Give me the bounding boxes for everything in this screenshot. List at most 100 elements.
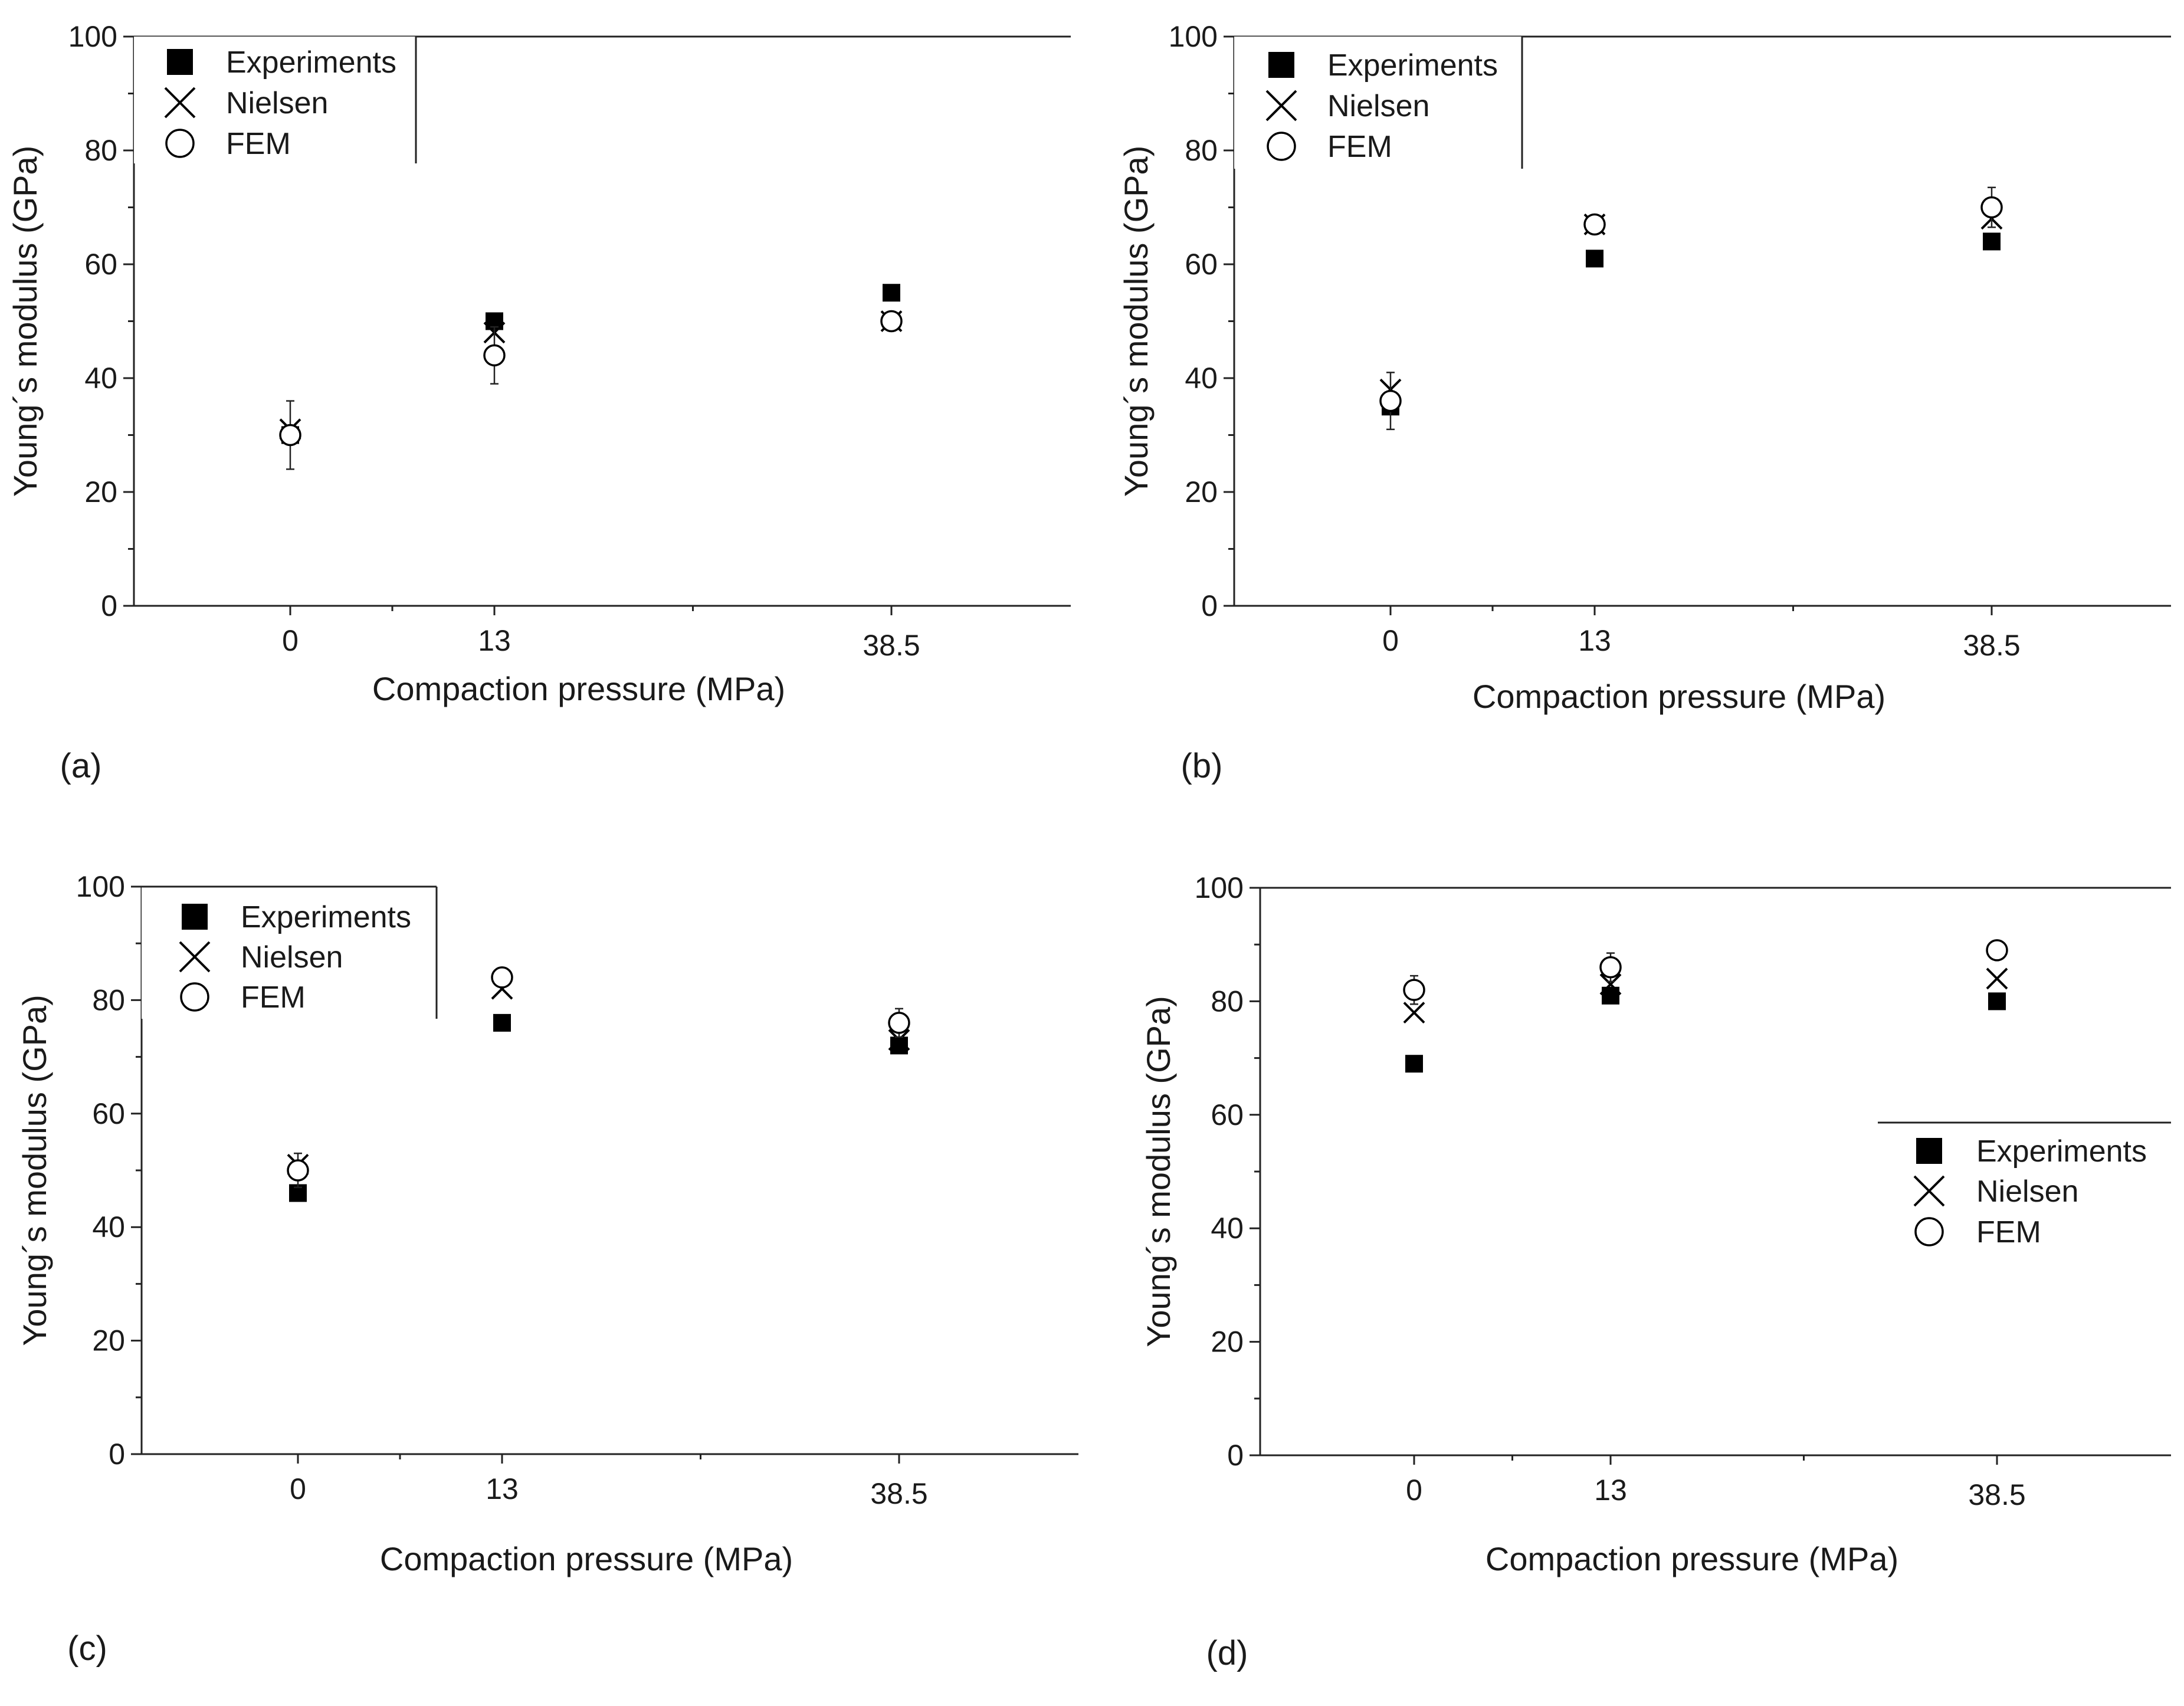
y-tick-label: 80	[1211, 985, 1244, 1018]
y-tick-label: 20	[84, 475, 117, 508]
legend-label: FEM	[1327, 130, 1392, 164]
fem-point	[1379, 389, 1402, 412]
legend-fem-icon	[1267, 132, 1296, 161]
legend: Experiments Nielsen FEM	[142, 885, 438, 1019]
experiments-point	[1586, 250, 1603, 268]
legend-label: FEM	[226, 127, 291, 161]
x-tick-label: 13	[478, 624, 511, 657]
legend-label: Nielsen	[1327, 89, 1429, 123]
chart-panel: 0 20 40 60 80 100 0 13 38.5 Compaction pressure (…	[16, 870, 1078, 1668]
chart-panel: 0 20 40 60 80 100 0 13 38.5 Compaction pressure (…	[1140, 871, 2171, 1672]
y-tick-label: 0	[109, 1438, 125, 1471]
legend-nielsen-icon	[164, 87, 196, 119]
y-tick-label: 80	[1185, 134, 1218, 167]
legend-label: Experiments	[1976, 1134, 2147, 1169]
y-axis-title: Young´s modulus (GPa)	[16, 995, 53, 1346]
x-tick-label: 38.5	[1968, 1478, 2025, 1511]
x-tick-label: 13	[486, 1472, 519, 1505]
y-tick-label: 100	[1169, 20, 1218, 53]
y-tick-label: 40	[1211, 1212, 1244, 1245]
nielsen-point	[1986, 967, 2008, 990]
x-axis-title: Compaction pressure (MPa)	[380, 1540, 793, 1577]
fem-point	[1986, 939, 2008, 962]
fem-point	[287, 1159, 309, 1182]
experiments-point	[1988, 992, 2006, 1011]
y-tick-label: 0	[1227, 1439, 1244, 1472]
legend-label: Nielsen	[226, 86, 328, 120]
y-tick-label: 20	[92, 1324, 125, 1357]
legend-fem-icon	[165, 129, 195, 158]
legend-label: FEM	[1976, 1215, 2041, 1249]
y-tick-label: 40	[1185, 362, 1218, 395]
x-tick-label: 0	[290, 1472, 306, 1505]
nielsen-point	[888, 1029, 910, 1051]
fem-point	[483, 344, 506, 367]
panel-label: (a)	[60, 747, 102, 785]
y-tick-label: 100	[1195, 871, 1244, 904]
x-tick-label: 38.5	[1963, 629, 2020, 662]
y-tick-label: 40	[84, 362, 117, 395]
legend-label: Experiments	[1327, 48, 1498, 83]
legend: Experiments Nielsen FEM	[1234, 37, 1523, 169]
legend-label: Nielsen	[241, 940, 343, 975]
legend-nielsen-icon	[1265, 90, 1297, 122]
y-tick-label: 40	[92, 1210, 125, 1244]
fem-point	[880, 310, 903, 333]
y-tick-label: 80	[84, 134, 117, 167]
legend-experiments-icon	[182, 904, 208, 930]
x-tick-label: 38.5	[863, 629, 920, 662]
y-axis-title: Young´s modulus (GPa)	[6, 146, 44, 497]
y-tick-label: 80	[92, 983, 125, 1016]
legend: Experiments Nielsen FEM	[1878, 1121, 2171, 1255]
y-tick-label: 100	[68, 20, 117, 53]
legend-experiments-icon	[167, 49, 193, 75]
fem-point	[279, 424, 301, 447]
x-tick-label: 0	[1382, 624, 1399, 657]
fem-point	[1599, 956, 1622, 979]
x-tick-label: 0	[1406, 1474, 1422, 1507]
x-axis-title: Compaction pressure (MPa)	[1485, 1540, 1898, 1577]
fem-point	[1583, 213, 1606, 236]
fem-point	[491, 966, 513, 989]
y-tick-label: 60	[84, 248, 117, 281]
fem-point	[888, 1012, 910, 1034]
legend: Experiments Nielsen FEM	[134, 37, 417, 163]
chart-panel: 0 20 40 60 80 100 0 13 38.5 Compaction pressure (…	[6, 20, 1071, 785]
panel-label: (d)	[1206, 1634, 1248, 1672]
y-tick-label: 60	[1211, 1098, 1244, 1131]
panel-label: (c)	[67, 1629, 107, 1668]
panel-label: (b)	[1181, 747, 1223, 785]
legend-experiments-icon	[1916, 1138, 1942, 1164]
experiments-point	[1405, 1055, 1423, 1073]
y-tick-label: 0	[1201, 589, 1218, 622]
legend-nielsen-icon	[1913, 1175, 1945, 1207]
x-axis-title: Compaction pressure (MPa)	[372, 670, 785, 707]
legend-label: FEM	[241, 980, 306, 1015]
nielsen-point	[1403, 1002, 1425, 1024]
experiments-point	[1983, 232, 2001, 251]
experiments-point	[493, 1013, 511, 1032]
legend-nielsen-icon	[179, 941, 211, 973]
y-tick-label: 0	[101, 589, 117, 622]
y-axis-title: Young´s modulus (GPa)	[1140, 996, 1177, 1347]
y-tick-label: 100	[76, 870, 125, 903]
x-tick-label: 0	[282, 624, 299, 657]
legend-label: Experiments	[226, 45, 396, 80]
x-tick-label: 38.5	[870, 1477, 927, 1510]
y-tick-label: 60	[92, 1097, 125, 1130]
chart-panel: 0 20 40 60 80 100 0 13 38.5 Compaction pressure (…	[1117, 20, 2171, 785]
x-tick-label: 13	[1594, 1474, 1627, 1507]
legend-label: Nielsen	[1976, 1174, 2078, 1209]
nielsen-point	[1599, 973, 1622, 995]
legend-experiments-icon	[1268, 52, 1294, 78]
fem-point	[1980, 196, 2003, 219]
y-axis-title: Young´s modulus (GPa)	[1117, 146, 1155, 497]
y-tick-label: 60	[1185, 248, 1218, 281]
legend-fem-icon	[1914, 1217, 1944, 1246]
y-tick-label: 20	[1185, 475, 1218, 508]
experiments-point	[883, 284, 900, 302]
x-tick-label: 13	[1578, 624, 1611, 657]
legend-fem-icon	[180, 982, 209, 1012]
y-tick-label: 20	[1211, 1326, 1244, 1359]
